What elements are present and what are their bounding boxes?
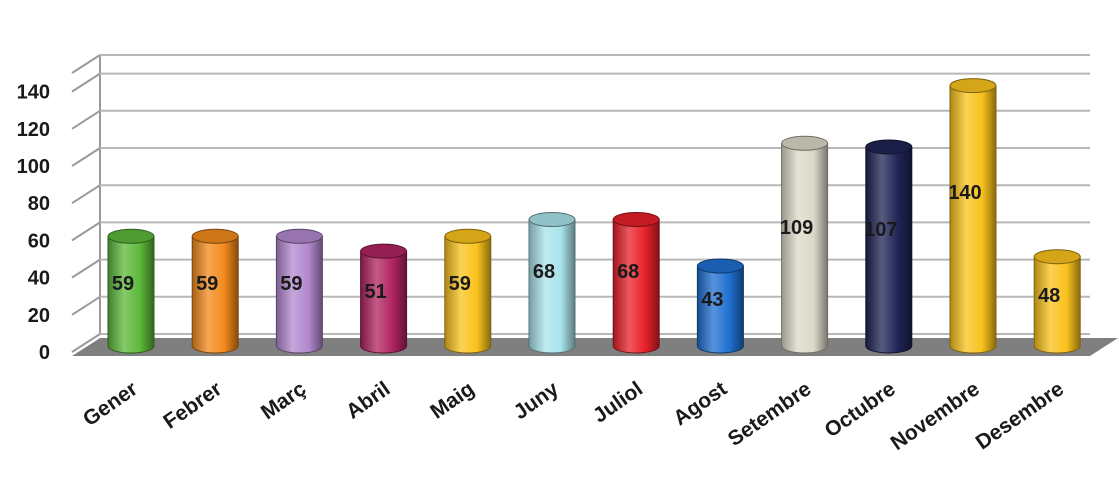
bar-top [444, 228, 492, 244]
y-tick-label: 120 [17, 119, 50, 141]
floor-plane [72, 338, 1118, 356]
y-axis: 0 20 40 60 80 100 120 140 [17, 82, 50, 364]
y-tick-label: 100 [17, 156, 50, 178]
bar-top [865, 139, 913, 155]
y-tick-label: 80 [28, 193, 50, 215]
bar [1033, 249, 1081, 354]
chart-floor [72, 338, 1118, 356]
bar [191, 228, 239, 354]
bar [107, 228, 155, 354]
bar-body [107, 235, 155, 354]
data-label: 140 [948, 182, 981, 204]
gridline-side [71, 295, 101, 316]
bar [949, 78, 997, 354]
data-label: 59 [280, 273, 302, 295]
y-tick-label: 0 [39, 342, 50, 364]
bar-body [1033, 256, 1081, 354]
bar-top [696, 258, 744, 274]
bar [528, 212, 576, 354]
x-tick-label: Novembre [887, 377, 984, 455]
bar [696, 258, 744, 354]
bar [781, 135, 829, 354]
x-tick-label: Juliol [589, 377, 647, 427]
x-tick-label: Gener [79, 377, 142, 431]
y-tick-label: 20 [28, 305, 50, 327]
x-tick-label: Octubre [821, 377, 900, 442]
data-label: 43 [701, 289, 723, 311]
gridline-side [71, 147, 101, 167]
bar-body [528, 219, 576, 354]
bar-top [1033, 249, 1081, 265]
y-tick-label: 60 [28, 230, 50, 252]
x-tick-label: Desembre [972, 377, 1068, 454]
data-labels: 59 59 59 51 59 68 68 43 109 107 140 48 [112, 182, 1060, 311]
gridline-side [71, 184, 101, 205]
data-label: 107 [864, 219, 897, 241]
bar-body [191, 235, 239, 354]
bar-body [781, 142, 829, 354]
bar-body [612, 219, 660, 354]
bar-top [360, 243, 408, 259]
bar-top [107, 228, 155, 244]
bar-top [612, 212, 660, 228]
bar-top [275, 228, 323, 244]
data-label: 68 [533, 261, 555, 283]
gridline-side [71, 109, 101, 130]
bar [275, 228, 323, 354]
bar-top [528, 212, 576, 228]
gridline-side [71, 54, 101, 74]
data-label: 59 [196, 273, 218, 295]
data-label: 59 [112, 273, 134, 295]
x-axis: Gener Febrer Març Abril Maig Juny Juliol AgostS… [79, 377, 1068, 455]
bar [360, 243, 408, 354]
bar-top [781, 135, 829, 151]
bar-top [949, 78, 997, 94]
bar-body [949, 85, 997, 354]
bar-body [865, 146, 913, 354]
x-tick-label: Maig [426, 377, 478, 423]
data-label: 109 [780, 217, 813, 239]
bar [612, 212, 660, 354]
gridline-side [71, 258, 101, 279]
data-label: 48 [1038, 285, 1060, 307]
x-tick-label: Març [257, 377, 311, 424]
x-tick-label: Juny [510, 377, 564, 424]
bar [865, 139, 913, 354]
gridlines [71, 54, 1090, 353]
data-label: 59 [449, 273, 471, 295]
bar-body [444, 235, 492, 354]
bar-body [275, 235, 323, 354]
bar-body [696, 265, 744, 354]
gridline-side [71, 72, 101, 93]
x-tick-label: Agost [669, 377, 731, 430]
gridline-side [71, 333, 101, 353]
bar [444, 228, 492, 354]
x-tick-label: Setembre [724, 377, 816, 451]
data-label: 68 [617, 261, 639, 283]
y-tick-label: 140 [17, 82, 50, 104]
bars [107, 78, 1081, 354]
gridline-side [71, 221, 101, 242]
bar-top [191, 228, 239, 244]
x-tick-label: Febrer [159, 377, 226, 433]
data-label: 51 [364, 281, 386, 303]
y-tick-label: 40 [28, 268, 50, 290]
bar-body [360, 250, 408, 354]
x-tick-label: Abril [342, 377, 394, 423]
